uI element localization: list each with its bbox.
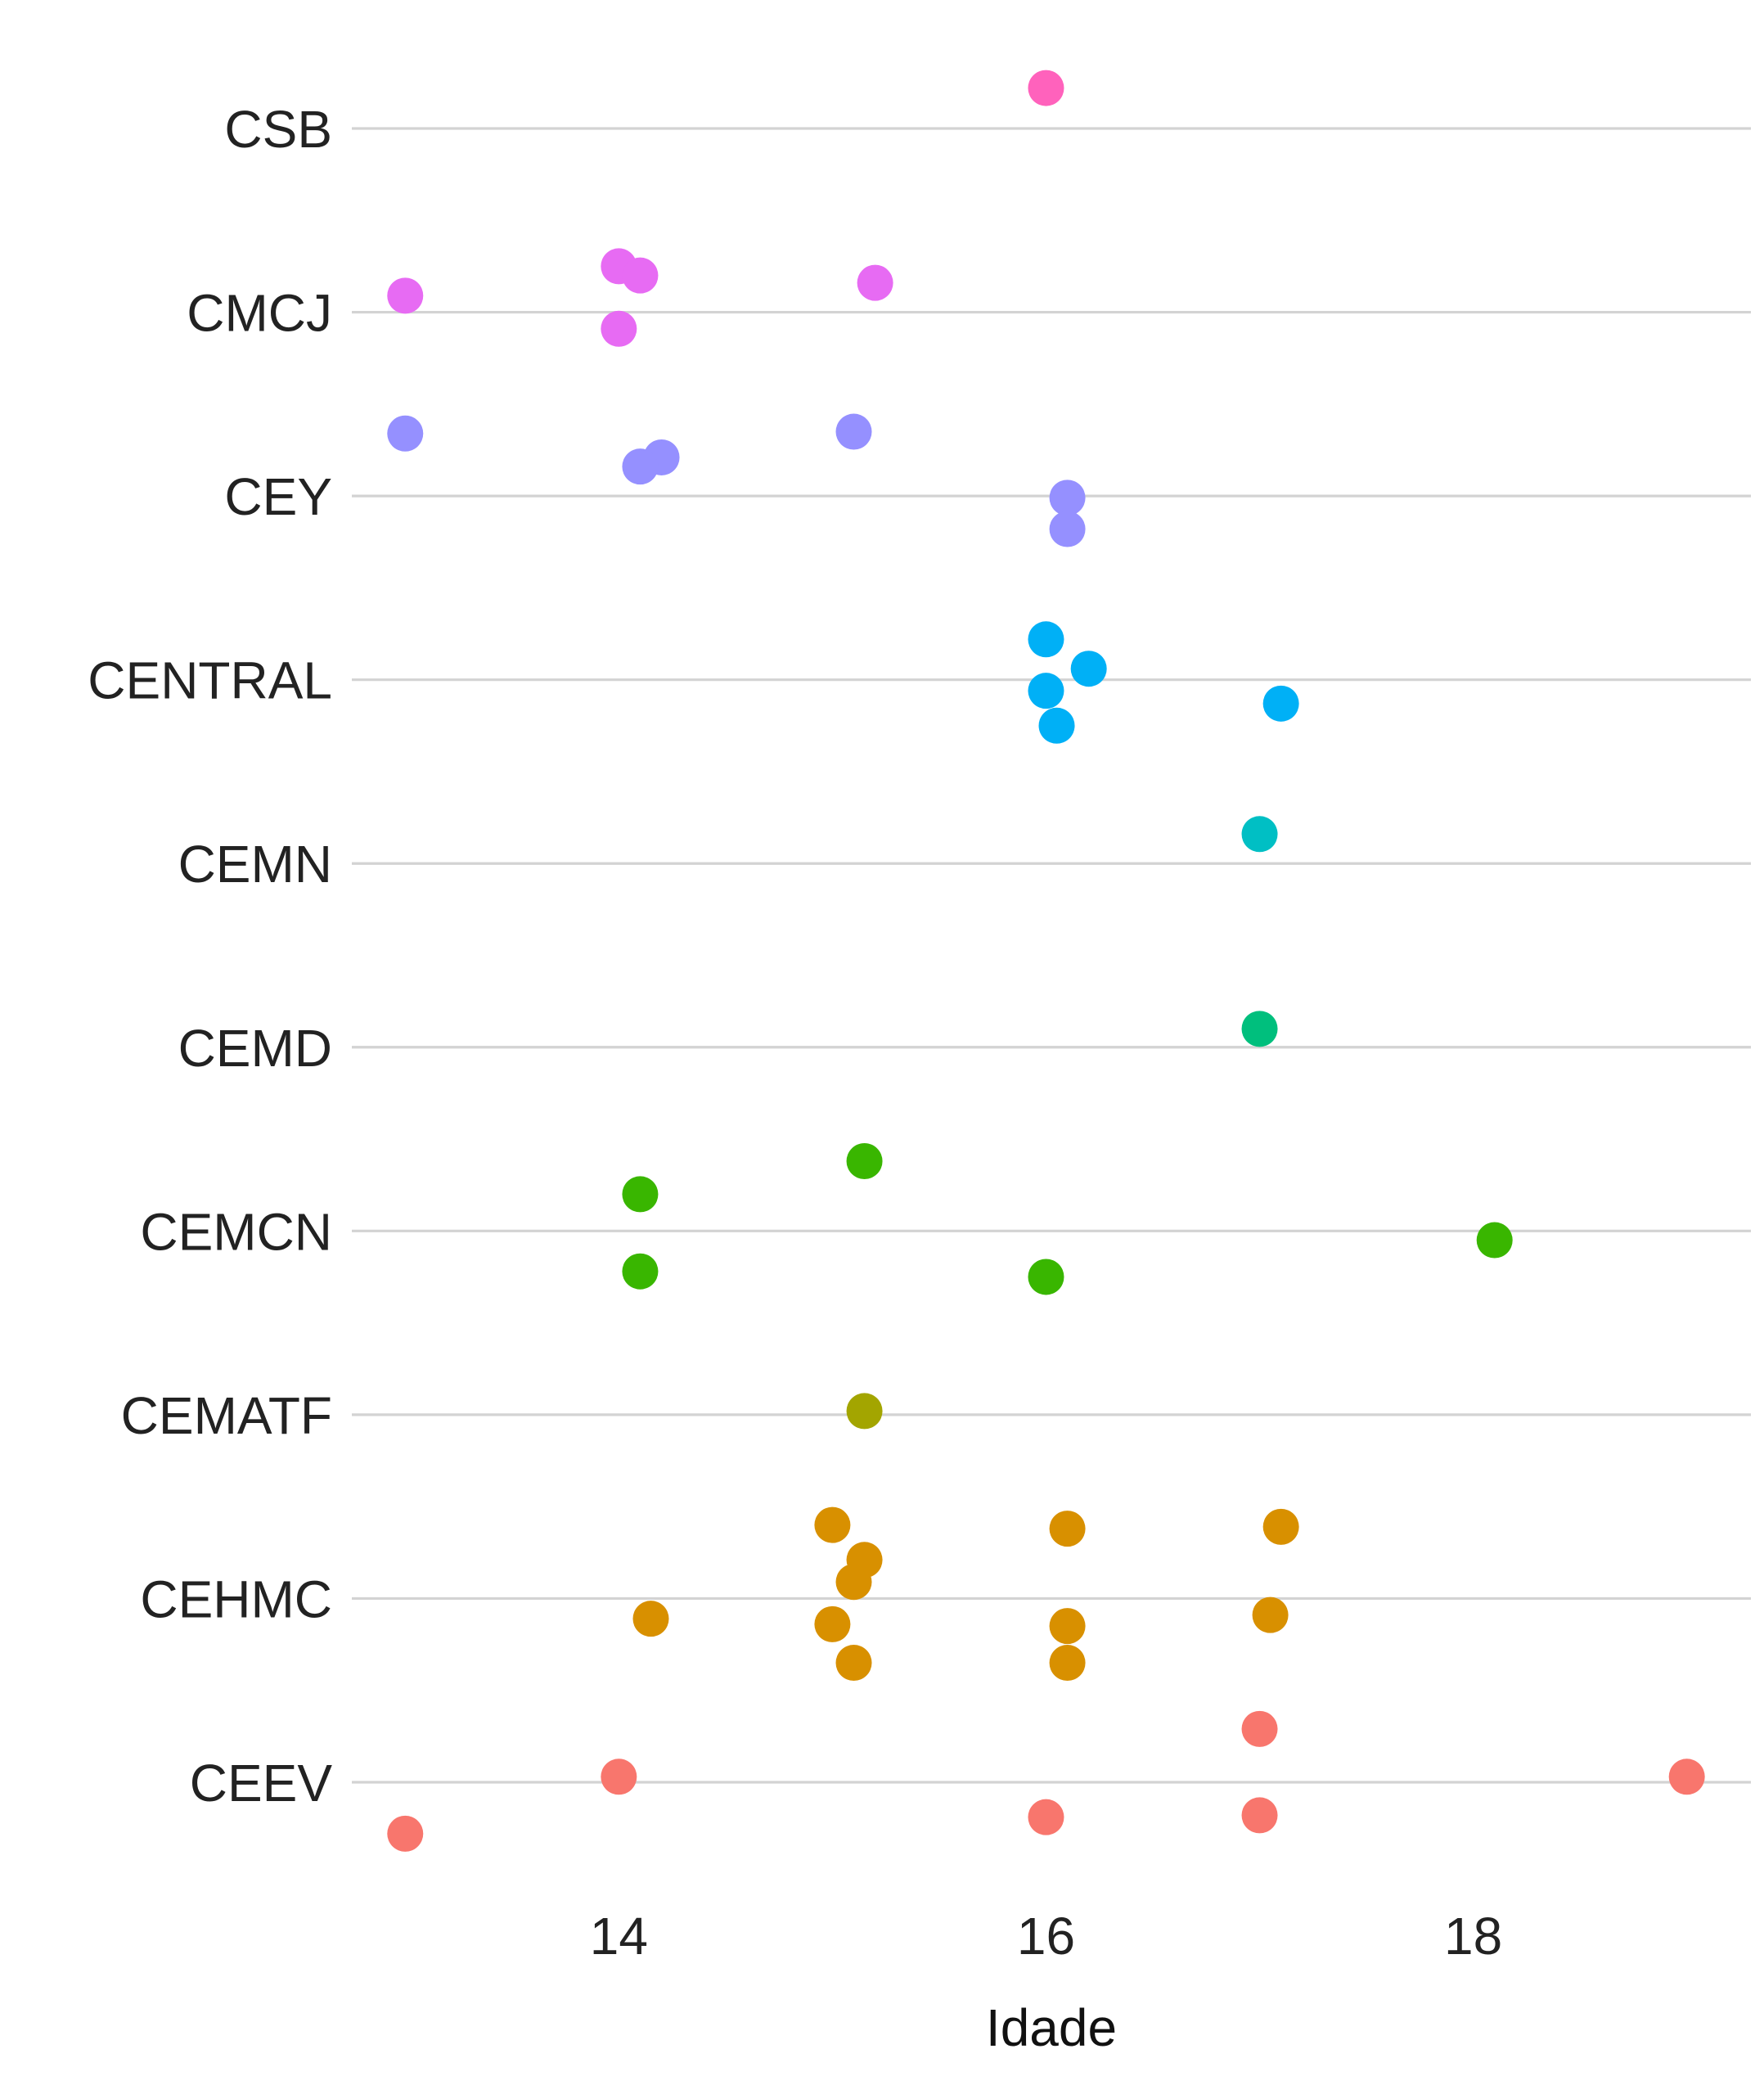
- point-cehmc-9: [1252, 1596, 1289, 1633]
- point-ceev-3: [1241, 1710, 1278, 1747]
- y-label-central: CENTRAL: [88, 651, 332, 710]
- point-cehmc-2: [1049, 1511, 1086, 1547]
- x-tick-label-14: 14: [590, 1907, 648, 1966]
- point-central-2: [1070, 651, 1107, 687]
- point-cmcj-5: [601, 310, 637, 347]
- data-points: [387, 70, 1705, 1852]
- point-cmcj-4: [387, 277, 424, 314]
- point-cemcn-5: [1028, 1259, 1064, 1295]
- point-cey-1: [387, 415, 424, 452]
- y-axis-labels: CEEV CEHMC CEMATF CEMCN CEMD CEMN CENTRAL CEY CM…: [88, 100, 332, 1813]
- y-label-cey: CEY: [224, 467, 332, 526]
- y-label-cemcn: CEMCN: [140, 1202, 332, 1261]
- point-csb-1: [1028, 70, 1064, 106]
- y-label-cemd: CEMD: [178, 1019, 332, 1078]
- point-cmcj-2: [622, 257, 659, 294]
- y-label-ceev: CEEV: [190, 1754, 333, 1813]
- y-label-cemn: CEMN: [178, 835, 332, 894]
- y-label-cmcj: CMCJ: [187, 284, 332, 343]
- point-cehmc-3: [1262, 1508, 1299, 1545]
- point-cmcj-3: [857, 264, 893, 301]
- point-ceev-6: [387, 1815, 424, 1852]
- y-label-csb: CSB: [224, 100, 332, 159]
- point-cey-6: [1049, 511, 1086, 547]
- point-cemcn-1: [846, 1143, 883, 1180]
- point-cehmc-8: [1049, 1608, 1086, 1645]
- x-tick-label-16: 16: [1017, 1907, 1075, 1966]
- point-cematf-1: [846, 1393, 883, 1430]
- x-axis-title: Idade: [986, 1998, 1117, 2057]
- point-cehmc-6: [632, 1601, 669, 1637]
- point-cehmc-5: [835, 1564, 872, 1601]
- y-label-cehmc: CEHMC: [140, 1569, 332, 1628]
- point-cehmc-11: [1049, 1645, 1086, 1682]
- point-central-1: [1028, 621, 1064, 658]
- point-cemd-1: [1241, 1011, 1278, 1047]
- point-cemcn-4: [622, 1253, 659, 1290]
- y-label-cematf: CEMATF: [121, 1386, 332, 1445]
- point-cehmc-1: [814, 1506, 851, 1543]
- point-cey-2: [835, 413, 872, 450]
- point-cemn-1: [1241, 816, 1278, 853]
- point-ceev-2: [1668, 1759, 1705, 1795]
- point-cehmc-10: [835, 1645, 872, 1682]
- point-cey-4: [622, 448, 659, 485]
- gridlines: [352, 127, 1751, 1784]
- point-central-4: [1262, 685, 1299, 722]
- point-cehmc-7: [814, 1605, 851, 1642]
- x-tick-label-18: 18: [1444, 1907, 1502, 1966]
- x-axis-tick-labels: 14 16 18: [590, 1907, 1502, 1966]
- point-ceev-5: [1241, 1797, 1278, 1834]
- point-ceev-4: [1028, 1799, 1064, 1835]
- point-ceev-1: [601, 1759, 637, 1795]
- point-cemcn-2: [622, 1176, 659, 1213]
- point-central-5: [1038, 707, 1075, 744]
- point-central-3: [1028, 673, 1064, 709]
- point-cey-5: [1049, 480, 1086, 516]
- point-cemcn-3: [1476, 1222, 1513, 1259]
